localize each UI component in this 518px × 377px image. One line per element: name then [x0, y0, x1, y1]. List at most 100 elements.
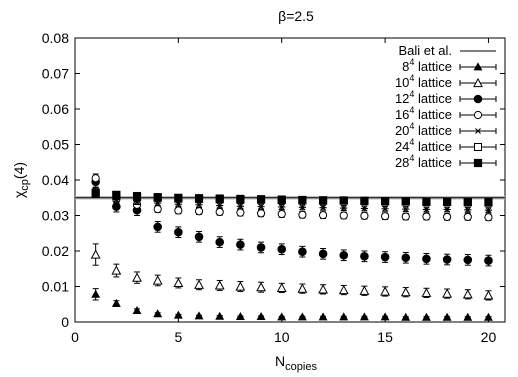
- data-point: [235, 281, 246, 291]
- data-point: [194, 279, 204, 289]
- data-point: [277, 312, 287, 321]
- data-point: [318, 284, 329, 294]
- data-point: [462, 289, 473, 299]
- legend-marker: [474, 128, 482, 134]
- legend-label: 204 lattice: [395, 121, 452, 138]
- data-point: [195, 201, 203, 208]
- data-point: [318, 249, 328, 259]
- legend-label: 124 lattice: [395, 89, 452, 106]
- legend-marker: [473, 77, 483, 88]
- legend-label-base: 24: [395, 139, 409, 154]
- legend-marker: [473, 62, 483, 71]
- data-point: [236, 208, 245, 217]
- legend-marker: [473, 110, 483, 120]
- reference-line: [75, 195, 505, 200]
- legend-label-suffix: lattice: [414, 123, 452, 138]
- data-point: [484, 207, 493, 214]
- data-point: [235, 312, 245, 321]
- data-point: [319, 204, 327, 211]
- data-point: [298, 210, 307, 219]
- data-point: [194, 311, 204, 320]
- legend-label-exponent: 4: [409, 73, 414, 83]
- data-point: [339, 211, 348, 220]
- legend-label-base: 28: [395, 155, 409, 170]
- data-point: [276, 282, 287, 293]
- data-point: [463, 212, 472, 222]
- data-point: [256, 312, 266, 321]
- legend-entry: Bali et al.: [399, 43, 496, 58]
- data-point: [173, 310, 183, 319]
- legend-label-suffix: lattice: [414, 139, 452, 154]
- legend-marker: [473, 94, 483, 104]
- data-point: [298, 204, 307, 211]
- data-point: [277, 244, 287, 254]
- data-point: [112, 190, 121, 200]
- data-point: [359, 312, 369, 321]
- legend-label: 244 lattice: [395, 137, 452, 154]
- legend-entry: 284 lattice: [395, 153, 497, 170]
- y-tick-label: 0.06: [42, 101, 69, 117]
- legend-entry: 204 lattice: [395, 121, 497, 138]
- data-point: [215, 195, 224, 204]
- data-point: [483, 290, 494, 300]
- legend-label: Bali et al.: [399, 43, 452, 58]
- data-point: [298, 196, 307, 205]
- data-point: [339, 312, 349, 321]
- data-point: [401, 197, 410, 206]
- legend-label: 84 lattice: [402, 57, 452, 74]
- axis-ticks: 0 5 10 15 20 0 0.01 0.02 0.03 0.04 0.05 0.06 0.07 0.0…: [42, 30, 505, 345]
- legend-label-exponent: 4: [409, 57, 414, 67]
- data-point: [91, 174, 100, 183]
- data-point: [236, 203, 244, 210]
- legend-label-suffix: lattice: [414, 155, 452, 170]
- data-point: [442, 255, 452, 264]
- data-point: [443, 206, 451, 213]
- data-point: [421, 312, 431, 321]
- svg-text:χcp(4): χcp(4): [11, 162, 31, 198]
- data-point: [380, 286, 391, 296]
- y-axis-label-main: χ: [11, 190, 27, 198]
- data-point: [422, 212, 431, 221]
- x-tick-label: 15: [377, 329, 393, 345]
- legend-label-suffix: lattice: [414, 91, 452, 106]
- plot-area: 0 5 10 15 20 0 0.01 0.02 0.03 0.04 0.05 0.06 0.07 0.0…: [42, 30, 506, 345]
- legend-entry: 164 lattice: [395, 105, 497, 122]
- data-point: [422, 197, 431, 206]
- legend-label-base: 10: [395, 75, 409, 90]
- legend-label-suffix: lattice: [414, 75, 452, 90]
- legend-entry: 84 lattice: [402, 57, 497, 74]
- data-point: [380, 197, 390, 206]
- y-tick-label: 0.08: [42, 30, 69, 46]
- series-layer: [90, 173, 494, 321]
- legend-entry: 104 lattice: [395, 73, 497, 90]
- data-point: [484, 312, 493, 321]
- x-axis-label-main: N: [275, 353, 285, 369]
- legend-label-suffix: lattice: [414, 107, 452, 122]
- y-tick-label: 0.01: [42, 279, 69, 295]
- data-point: [215, 311, 225, 320]
- legend-label-exponent: 4: [409, 137, 414, 147]
- series-28-lattice: [91, 189, 493, 207]
- legend-label: 284 lattice: [395, 153, 452, 170]
- data-point: [484, 256, 493, 265]
- chart-title: β=2.5: [278, 8, 314, 24]
- y-tick-label: 0.03: [42, 208, 69, 224]
- data-point: [90, 249, 101, 259]
- data-point: [359, 285, 370, 295]
- data-point: [91, 189, 100, 198]
- data-point: [174, 206, 183, 215]
- data-point: [112, 202, 121, 211]
- y-tick-label: 0.05: [42, 137, 69, 153]
- data-point: [194, 207, 204, 216]
- data-point: [340, 205, 348, 211]
- legend-label-exponent: 4: [409, 89, 414, 99]
- data-point: [174, 227, 183, 237]
- data-point: [380, 212, 390, 221]
- data-point: [111, 298, 121, 307]
- data-point: [153, 309, 163, 318]
- data-point: [132, 272, 142, 282]
- data-point: [277, 195, 286, 204]
- legend-label-exponent: 4: [409, 121, 414, 131]
- legend-label-exponent: 4: [409, 105, 414, 115]
